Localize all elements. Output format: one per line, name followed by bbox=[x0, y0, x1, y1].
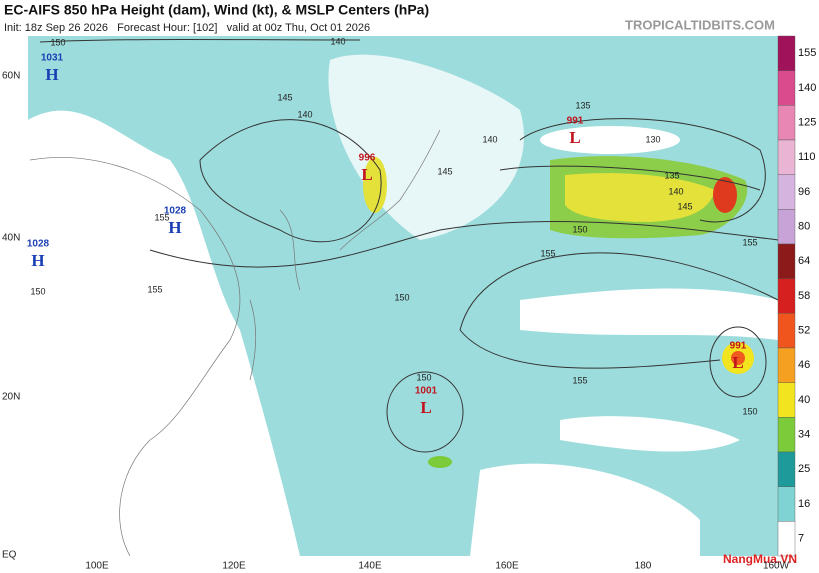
colorbar-label: 40 bbox=[798, 394, 810, 406]
coastlines bbox=[29, 129, 441, 557]
contour-label: 155 bbox=[540, 248, 555, 258]
contour-label: 130 bbox=[645, 134, 660, 144]
contour-label: 135 bbox=[575, 100, 590, 110]
colorbar-swatch bbox=[777, 243, 796, 279]
center-symbol: L bbox=[569, 128, 580, 147]
calm-region bbox=[28, 110, 300, 556]
colorbar-label: 140 bbox=[798, 82, 816, 94]
contour-label: 155 bbox=[742, 237, 757, 247]
colorbar-label: 96 bbox=[798, 186, 810, 198]
center-symbol: L bbox=[420, 398, 431, 417]
jet-core bbox=[565, 173, 715, 222]
lat-label: 20N bbox=[2, 392, 20, 403]
contour-label: 135 bbox=[664, 170, 679, 180]
center-pressure: 1028 bbox=[164, 206, 187, 217]
calm-region bbox=[470, 463, 700, 556]
colorbar-swatch bbox=[777, 451, 796, 487]
colorbar-label: 80 bbox=[798, 221, 810, 233]
colorbar-swatch bbox=[777, 209, 796, 245]
contour-label: 145 bbox=[677, 201, 692, 211]
center-symbol: H bbox=[45, 65, 58, 84]
calm-region bbox=[520, 288, 778, 340]
title: EC-AIFS 850 hPa Height (dam), Wind (kt),… bbox=[4, 2, 429, 18]
contour-label: 150 bbox=[30, 286, 45, 296]
center-pressure: 1031 bbox=[41, 53, 64, 64]
colorbar-label: 58 bbox=[798, 290, 810, 302]
colorbar-swatch bbox=[777, 174, 796, 210]
center-symbol: H bbox=[31, 251, 44, 270]
colorbar-swatch bbox=[777, 35, 796, 71]
colorbar-swatch bbox=[777, 347, 796, 383]
colorbar-label: 64 bbox=[798, 255, 810, 267]
colorbar-label: 125 bbox=[798, 117, 816, 129]
contour-label: 150 bbox=[572, 224, 587, 234]
colorbar-swatch bbox=[777, 417, 796, 453]
center-symbol: L bbox=[732, 353, 743, 372]
contour-label: 145 bbox=[277, 92, 292, 102]
contour-label: 155 bbox=[147, 284, 162, 294]
colorbar-swatch bbox=[777, 382, 796, 418]
contour-label: 140 bbox=[297, 109, 312, 119]
wind-max bbox=[363, 157, 387, 213]
lon-label: 140E bbox=[358, 561, 382, 572]
colorbar-swatch bbox=[777, 521, 796, 557]
colorbar-label: 52 bbox=[798, 325, 810, 337]
center-pressure: 991 bbox=[730, 341, 747, 352]
wind-max bbox=[428, 456, 452, 468]
contour-label: 140 bbox=[330, 36, 345, 46]
colorbar-swatch bbox=[777, 313, 796, 349]
colorbar-swatch bbox=[777, 486, 796, 522]
center-symbol: L bbox=[361, 165, 372, 184]
contour-label: 150 bbox=[394, 292, 409, 302]
center-pressure: 991 bbox=[567, 116, 584, 127]
colorbar-label: 34 bbox=[798, 429, 810, 441]
colorbar-swatch bbox=[777, 139, 796, 175]
lat-label: EQ bbox=[2, 550, 17, 561]
colorbar: 155 140 125 110 96 80 64 58 52 46 40 34 25 16 7 bbox=[777, 35, 816, 557]
colorbar-label: 25 bbox=[798, 463, 810, 475]
colorbar-swatch bbox=[777, 278, 796, 314]
center-symbol: H bbox=[168, 218, 181, 237]
contour-label: 155 bbox=[154, 212, 169, 222]
lat-label: 40N bbox=[2, 233, 20, 244]
calm-region bbox=[540, 126, 680, 154]
contour-label: 145 bbox=[437, 166, 452, 176]
contour-label: 150 bbox=[416, 372, 431, 382]
center-pressure: 996 bbox=[359, 153, 376, 164]
lat-label: 60N bbox=[2, 71, 20, 82]
lon-label: 160W bbox=[763, 561, 790, 572]
colorbar-swatch bbox=[777, 105, 796, 141]
contour-label: 140 bbox=[668, 186, 683, 196]
colorbar-label: 7 bbox=[798, 533, 804, 545]
colorbar-label: 155 bbox=[798, 47, 816, 59]
contour-label: 150 bbox=[742, 406, 757, 416]
center-pressure: 1001 bbox=[415, 386, 438, 397]
colorbar-label: 110 bbox=[798, 151, 816, 163]
lon-label: 120E bbox=[222, 561, 246, 572]
contours bbox=[39, 39, 779, 453]
lon-label: 180 bbox=[635, 561, 652, 572]
colorbar-label: 16 bbox=[798, 498, 810, 510]
watermark: NangMua.VN bbox=[723, 552, 797, 566]
site-label: TROPICALTIDBITS.COM bbox=[625, 17, 775, 32]
center-pressure: 1028 bbox=[27, 239, 50, 250]
contour-label: 140 bbox=[482, 134, 497, 144]
contour-label: 150 bbox=[50, 37, 65, 47]
colorbar-swatch bbox=[777, 70, 796, 106]
lon-label: 160E bbox=[495, 561, 519, 572]
calm-region bbox=[560, 416, 740, 452]
contour-label: 155 bbox=[572, 375, 587, 385]
lon-label: 100E bbox=[85, 561, 109, 572]
init-line: Init: 18z Sep 26 2026 Forecast Hour: [10… bbox=[4, 22, 370, 34]
wind-max bbox=[731, 351, 745, 365]
jet-max bbox=[713, 177, 737, 213]
map-area bbox=[28, 36, 779, 557]
colorbar-label: 46 bbox=[798, 359, 810, 371]
